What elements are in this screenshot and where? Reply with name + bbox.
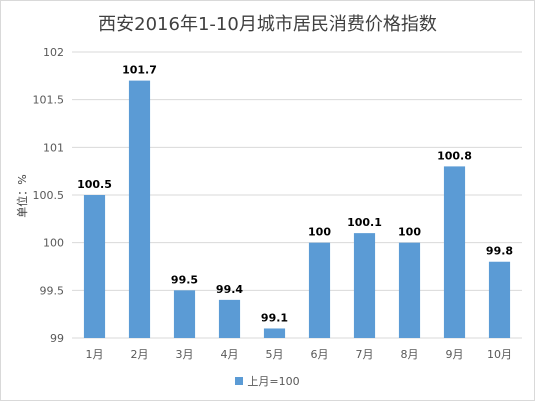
data-label: 99.1 xyxy=(261,311,288,324)
y-tick-label: 100.5 xyxy=(33,189,65,202)
data-label: 99.4 xyxy=(216,283,243,296)
y-tick-label: 101 xyxy=(43,141,64,154)
y-tick-label: 99.5 xyxy=(40,284,65,297)
bar xyxy=(83,195,106,338)
x-tick-label: 3月 xyxy=(176,348,194,361)
x-tick-label: 7月 xyxy=(356,348,374,361)
bar xyxy=(263,328,286,338)
data-label: 100.1 xyxy=(347,216,382,229)
legend: 上月=100 xyxy=(0,373,535,389)
x-tick-label: 5月 xyxy=(266,348,284,361)
y-tick-label: 99 xyxy=(50,332,64,345)
y-tick-label: 101.5 xyxy=(33,94,65,107)
data-label: 99.5 xyxy=(171,273,198,286)
bar xyxy=(398,242,421,338)
x-tick-label: 4月 xyxy=(221,348,239,361)
data-label: 99.8 xyxy=(486,245,513,258)
data-label: 100 xyxy=(308,226,331,239)
x-tick-label: 2月 xyxy=(131,348,149,361)
bar xyxy=(443,166,466,338)
x-tick-label: 1月 xyxy=(86,348,104,361)
x-tick-label: 8月 xyxy=(401,348,419,361)
x-tick-label: 6月 xyxy=(311,348,329,361)
chart-title: 西安2016年1-10月城市居民消费价格指数 xyxy=(98,14,437,35)
x-tick-label: 9月 xyxy=(446,348,464,361)
data-label: 100.8 xyxy=(437,149,472,162)
bar xyxy=(488,261,511,338)
bar xyxy=(308,242,331,338)
legend-swatch xyxy=(235,377,244,385)
x-tick-label: 10月 xyxy=(487,348,512,361)
bar xyxy=(128,80,151,338)
bar xyxy=(353,233,376,338)
legend-label: 上月=100 xyxy=(247,375,300,388)
data-label: 100 xyxy=(398,226,421,239)
bar xyxy=(218,299,241,338)
data-label: 101.7 xyxy=(122,64,157,77)
data-label: 100.5 xyxy=(77,178,112,191)
bar xyxy=(173,290,196,338)
y-tick-label: 102 xyxy=(43,46,64,59)
y-tick-label: 100 xyxy=(43,237,64,250)
